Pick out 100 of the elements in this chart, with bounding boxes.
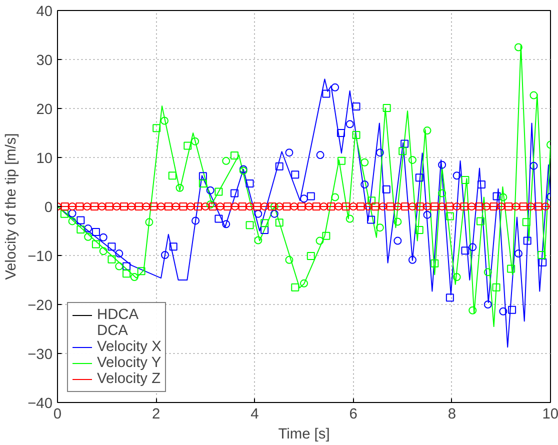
- point: [356, 202, 365, 210]
- point: [352, 102, 360, 111]
- point: [300, 279, 308, 288]
- point: [194, 202, 202, 210]
- point: [134, 202, 143, 210]
- point: [394, 218, 402, 226]
- point: [476, 217, 484, 226]
- point: [150, 202, 158, 210]
- point: [275, 162, 284, 170]
- point: [285, 148, 294, 157]
- point: [438, 160, 446, 169]
- point: [475, 202, 484, 210]
- point: [186, 202, 195, 210]
- point: [137, 267, 146, 276]
- point: [415, 226, 424, 234]
- point: [201, 202, 210, 210]
- point: [445, 202, 454, 210]
- x-axis-title: Time [s]: [278, 426, 330, 442]
- point: [99, 233, 108, 242]
- y-tick-label: 30: [36, 53, 53, 69]
- point: [349, 202, 358, 210]
- point: [246, 202, 254, 210]
- point: [176, 184, 184, 192]
- point: [342, 202, 350, 210]
- y-tick-label: 20: [36, 102, 53, 118]
- point: [127, 202, 136, 210]
- point: [530, 91, 538, 100]
- point: [291, 283, 300, 292]
- point: [331, 83, 340, 92]
- point: [504, 202, 513, 210]
- point: [401, 202, 410, 210]
- point: [438, 189, 446, 198]
- point: [382, 104, 391, 112]
- point: [468, 243, 477, 252]
- point: [115, 250, 124, 258]
- point: [400, 140, 409, 148]
- point: [423, 202, 432, 210]
- point: [214, 214, 223, 223]
- point: [122, 262, 131, 270]
- point: [76, 216, 85, 224]
- point: [507, 264, 516, 273]
- point: [526, 202, 535, 210]
- point: [198, 179, 207, 188]
- point: [408, 156, 416, 164]
- point: [84, 224, 92, 233]
- point: [477, 180, 486, 188]
- point: [164, 202, 172, 210]
- point: [76, 202, 84, 210]
- point: [157, 202, 166, 210]
- point: [461, 246, 470, 255]
- point: [394, 202, 402, 210]
- point: [512, 202, 520, 210]
- y-tick-label: −20: [28, 298, 53, 314]
- point: [298, 202, 306, 210]
- point: [172, 202, 180, 210]
- point: [260, 202, 269, 210]
- point: [238, 202, 246, 210]
- point: [130, 273, 138, 282]
- point: [68, 217, 76, 226]
- point: [423, 210, 432, 219]
- point: [208, 202, 217, 210]
- point: [76, 226, 85, 234]
- x-tick-label: 8: [448, 406, 456, 422]
- point: [398, 147, 407, 156]
- point: [98, 202, 106, 210]
- point: [198, 172, 207, 180]
- point: [468, 306, 477, 314]
- point: [282, 202, 291, 210]
- point: [230, 202, 239, 210]
- point: [312, 202, 320, 210]
- point: [484, 300, 492, 308]
- point: [452, 273, 461, 282]
- point: [322, 232, 330, 240]
- point: [222, 220, 230, 228]
- point: [446, 294, 454, 302]
- point: [160, 251, 169, 260]
- point: [254, 236, 262, 244]
- point: [492, 192, 501, 200]
- point: [224, 202, 232, 210]
- point: [291, 170, 300, 179]
- point: [492, 283, 500, 292]
- point: [334, 202, 343, 210]
- point: [371, 202, 380, 210]
- point: [423, 126, 432, 135]
- point: [145, 218, 154, 226]
- point: [191, 137, 200, 146]
- point: [206, 186, 214, 194]
- point: [316, 151, 324, 160]
- point: [376, 224, 384, 232]
- point: [352, 130, 360, 139]
- point: [364, 202, 372, 210]
- annotation: DCA: [97, 323, 128, 339]
- point: [482, 202, 490, 210]
- point: [376, 148, 384, 157]
- point: [84, 232, 92, 241]
- point: [270, 202, 278, 210]
- point: [115, 262, 124, 270]
- point: [360, 158, 369, 166]
- point: [230, 189, 238, 198]
- point: [206, 200, 214, 209]
